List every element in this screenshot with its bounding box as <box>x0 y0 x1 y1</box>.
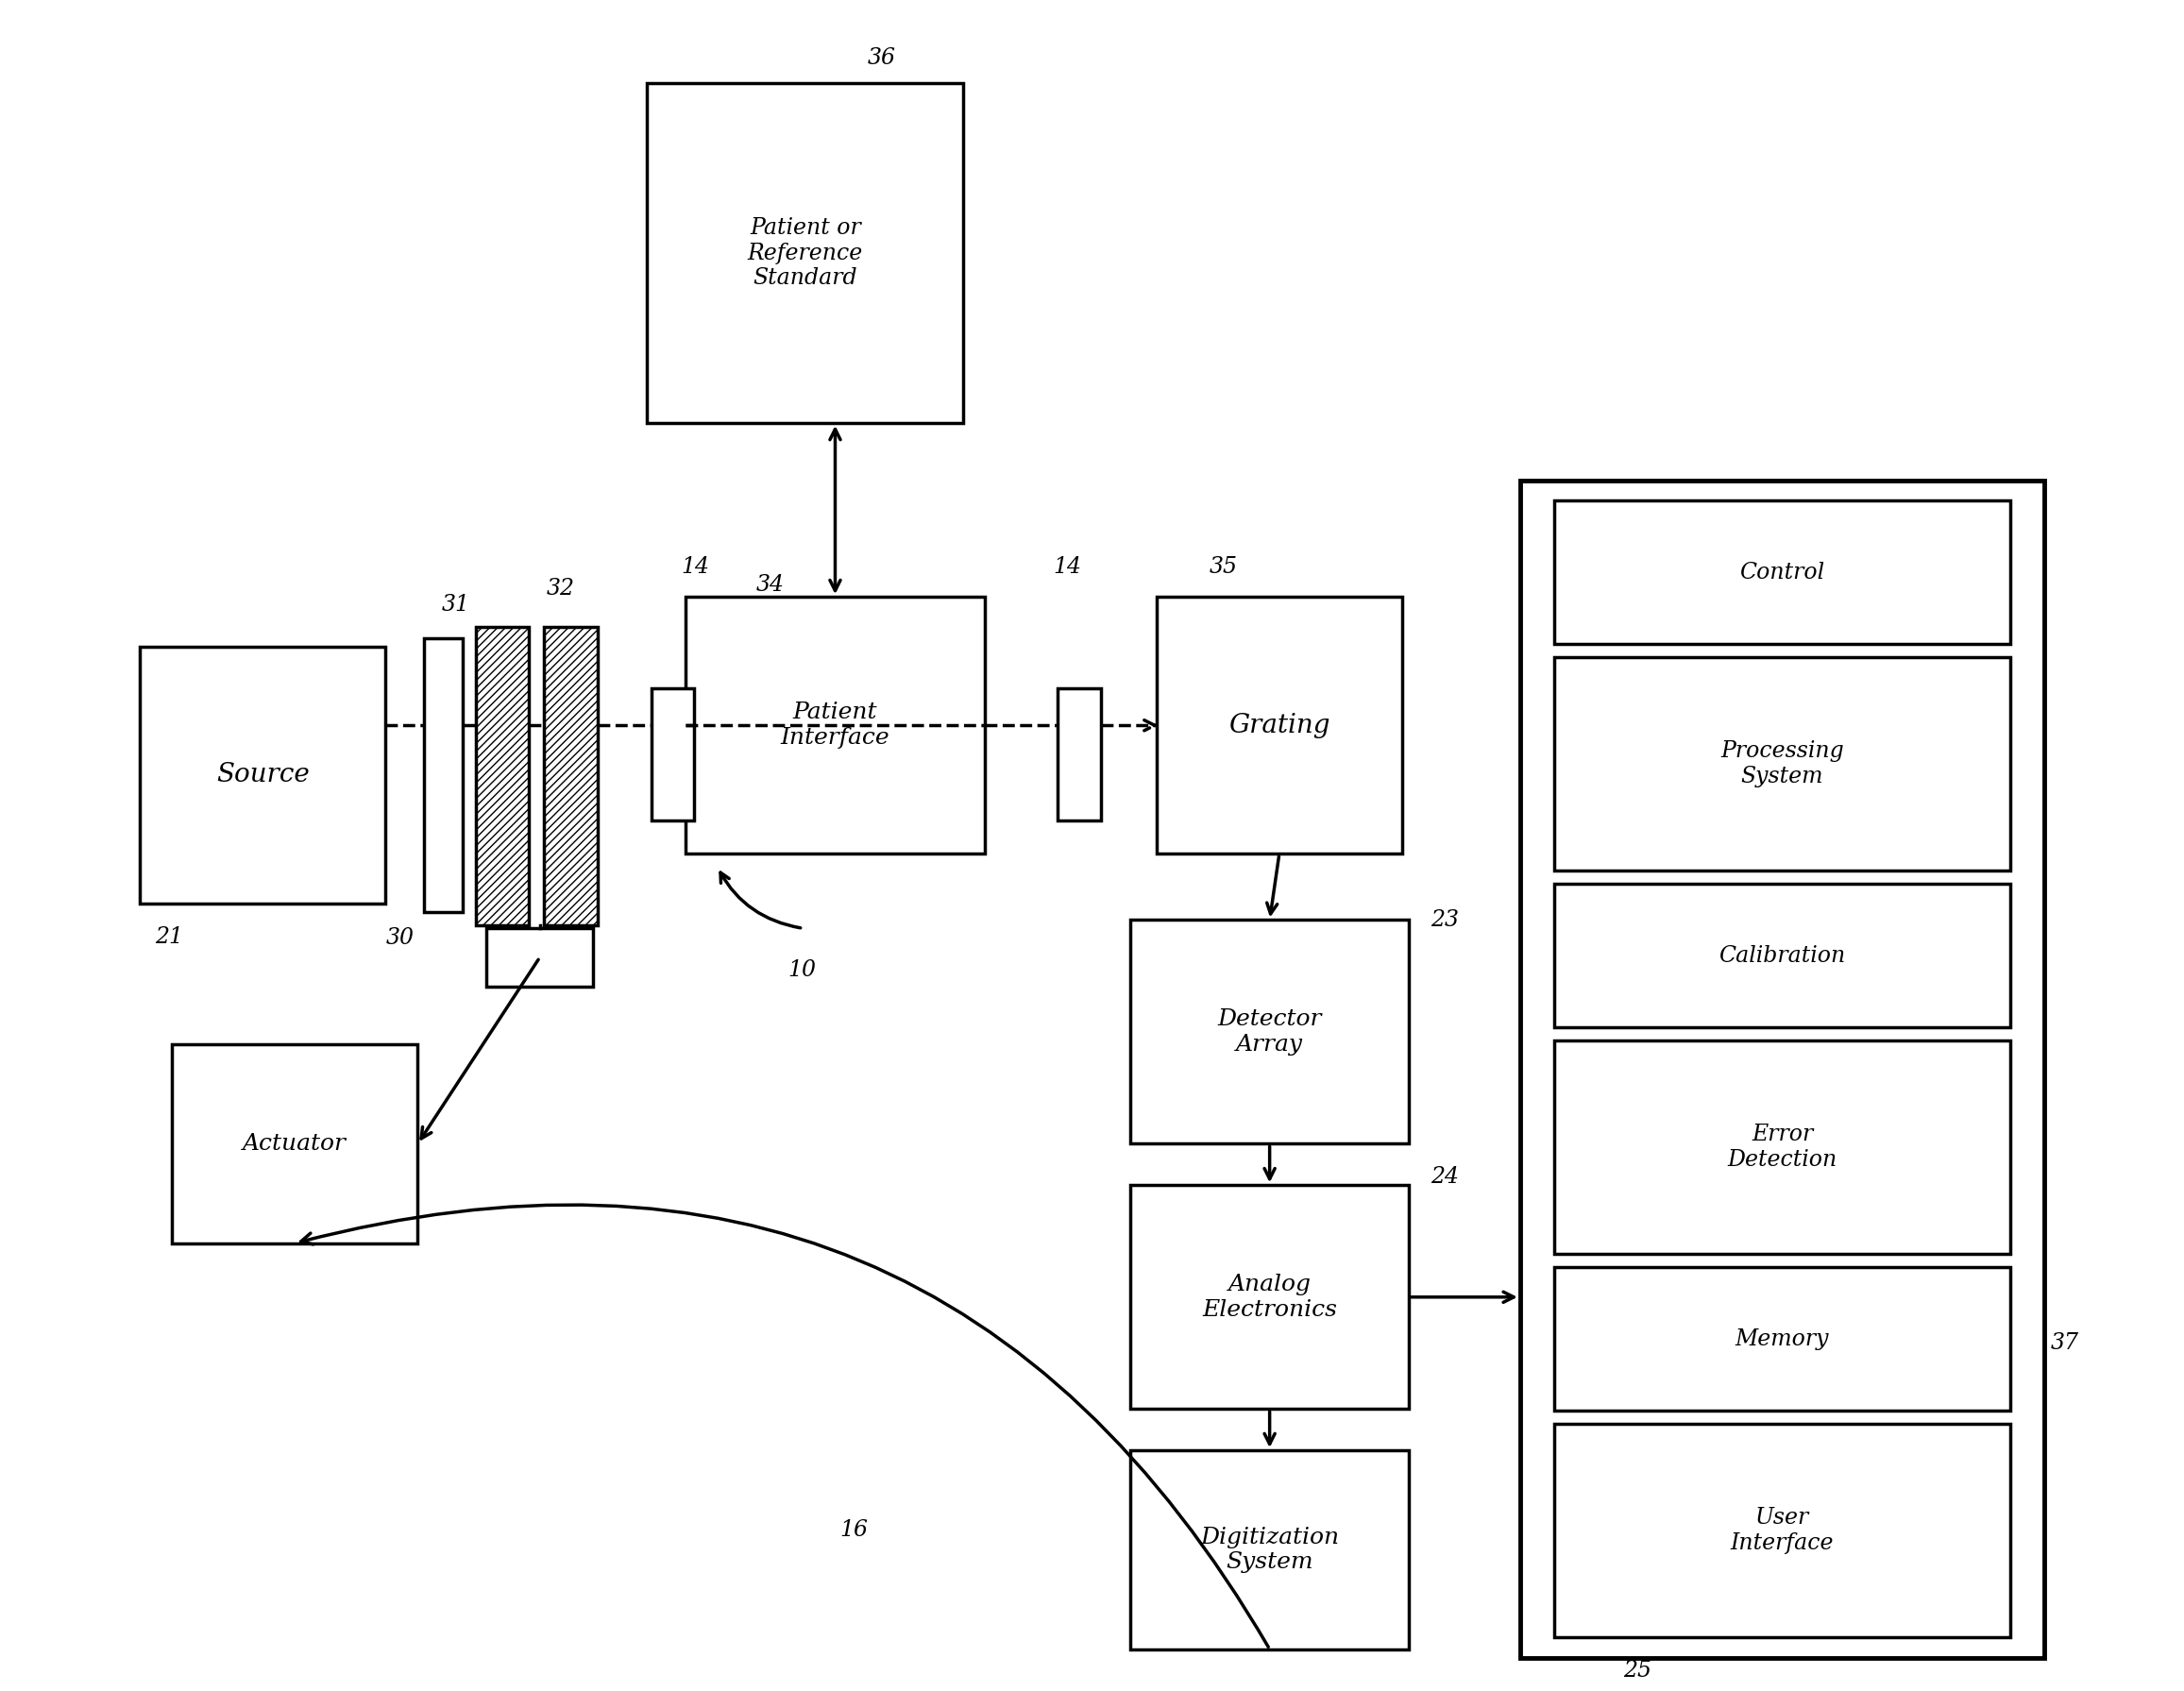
Text: User
Interface: User Interface <box>1730 1507 1835 1554</box>
Text: Memory: Memory <box>1736 1327 1830 1349</box>
Bar <box>1155 597 1402 854</box>
Bar <box>487 928 594 986</box>
FancyArrowPatch shape <box>721 873 802 928</box>
Bar <box>424 639 463 911</box>
Bar <box>173 1045 417 1243</box>
Bar <box>1057 688 1101 820</box>
Bar <box>1520 480 2044 1657</box>
Text: Analog
Electronics: Analog Electronics <box>1201 1273 1337 1321</box>
Text: 25: 25 <box>1623 1661 1651 1681</box>
Text: Control: Control <box>1741 561 1826 583</box>
Bar <box>1555 1268 2009 1410</box>
Text: 21: 21 <box>155 925 183 947</box>
Bar <box>476 627 529 925</box>
Text: 31: 31 <box>441 594 470 616</box>
Text: 16: 16 <box>839 1519 867 1541</box>
Text: Error
Detection: Error Detection <box>1728 1125 1837 1170</box>
Bar <box>544 627 598 925</box>
Bar <box>651 688 695 820</box>
Text: Calibration: Calibration <box>1719 945 1845 966</box>
Text: 35: 35 <box>1210 556 1238 578</box>
Bar <box>140 646 387 903</box>
Text: 14: 14 <box>1053 556 1081 578</box>
Text: 37: 37 <box>2051 1333 2079 1353</box>
Text: 23: 23 <box>1431 910 1459 932</box>
Text: 14: 14 <box>681 556 710 578</box>
Bar <box>1131 1451 1409 1649</box>
Bar <box>1131 920 1409 1143</box>
Text: 34: 34 <box>756 575 784 597</box>
Bar <box>686 597 985 854</box>
Text: Processing
System: Processing System <box>1721 741 1843 788</box>
Text: Detector
Array: Detector Array <box>1216 1008 1321 1055</box>
Text: 10: 10 <box>788 959 817 981</box>
Bar <box>1555 1040 2009 1255</box>
Bar <box>1555 501 2009 644</box>
Text: 32: 32 <box>546 578 574 600</box>
Bar <box>1555 884 2009 1026</box>
Text: Source: Source <box>216 763 310 788</box>
Bar <box>1555 656 2009 871</box>
Bar <box>1131 1185 1409 1409</box>
Text: Grating: Grating <box>1230 712 1330 737</box>
FancyArrowPatch shape <box>301 1204 1269 1647</box>
Bar <box>646 83 963 423</box>
Bar <box>1555 1424 2009 1637</box>
Text: 24: 24 <box>1431 1167 1459 1187</box>
Text: 36: 36 <box>867 47 895 69</box>
Text: Patient or
Reference
Standard: Patient or Reference Standard <box>747 216 863 289</box>
Text: Patient
Interface: Patient Interface <box>780 702 889 749</box>
Text: Actuator: Actuator <box>242 1133 347 1155</box>
Text: Digitization
System: Digitization System <box>1201 1527 1339 1573</box>
Text: 30: 30 <box>387 927 415 949</box>
